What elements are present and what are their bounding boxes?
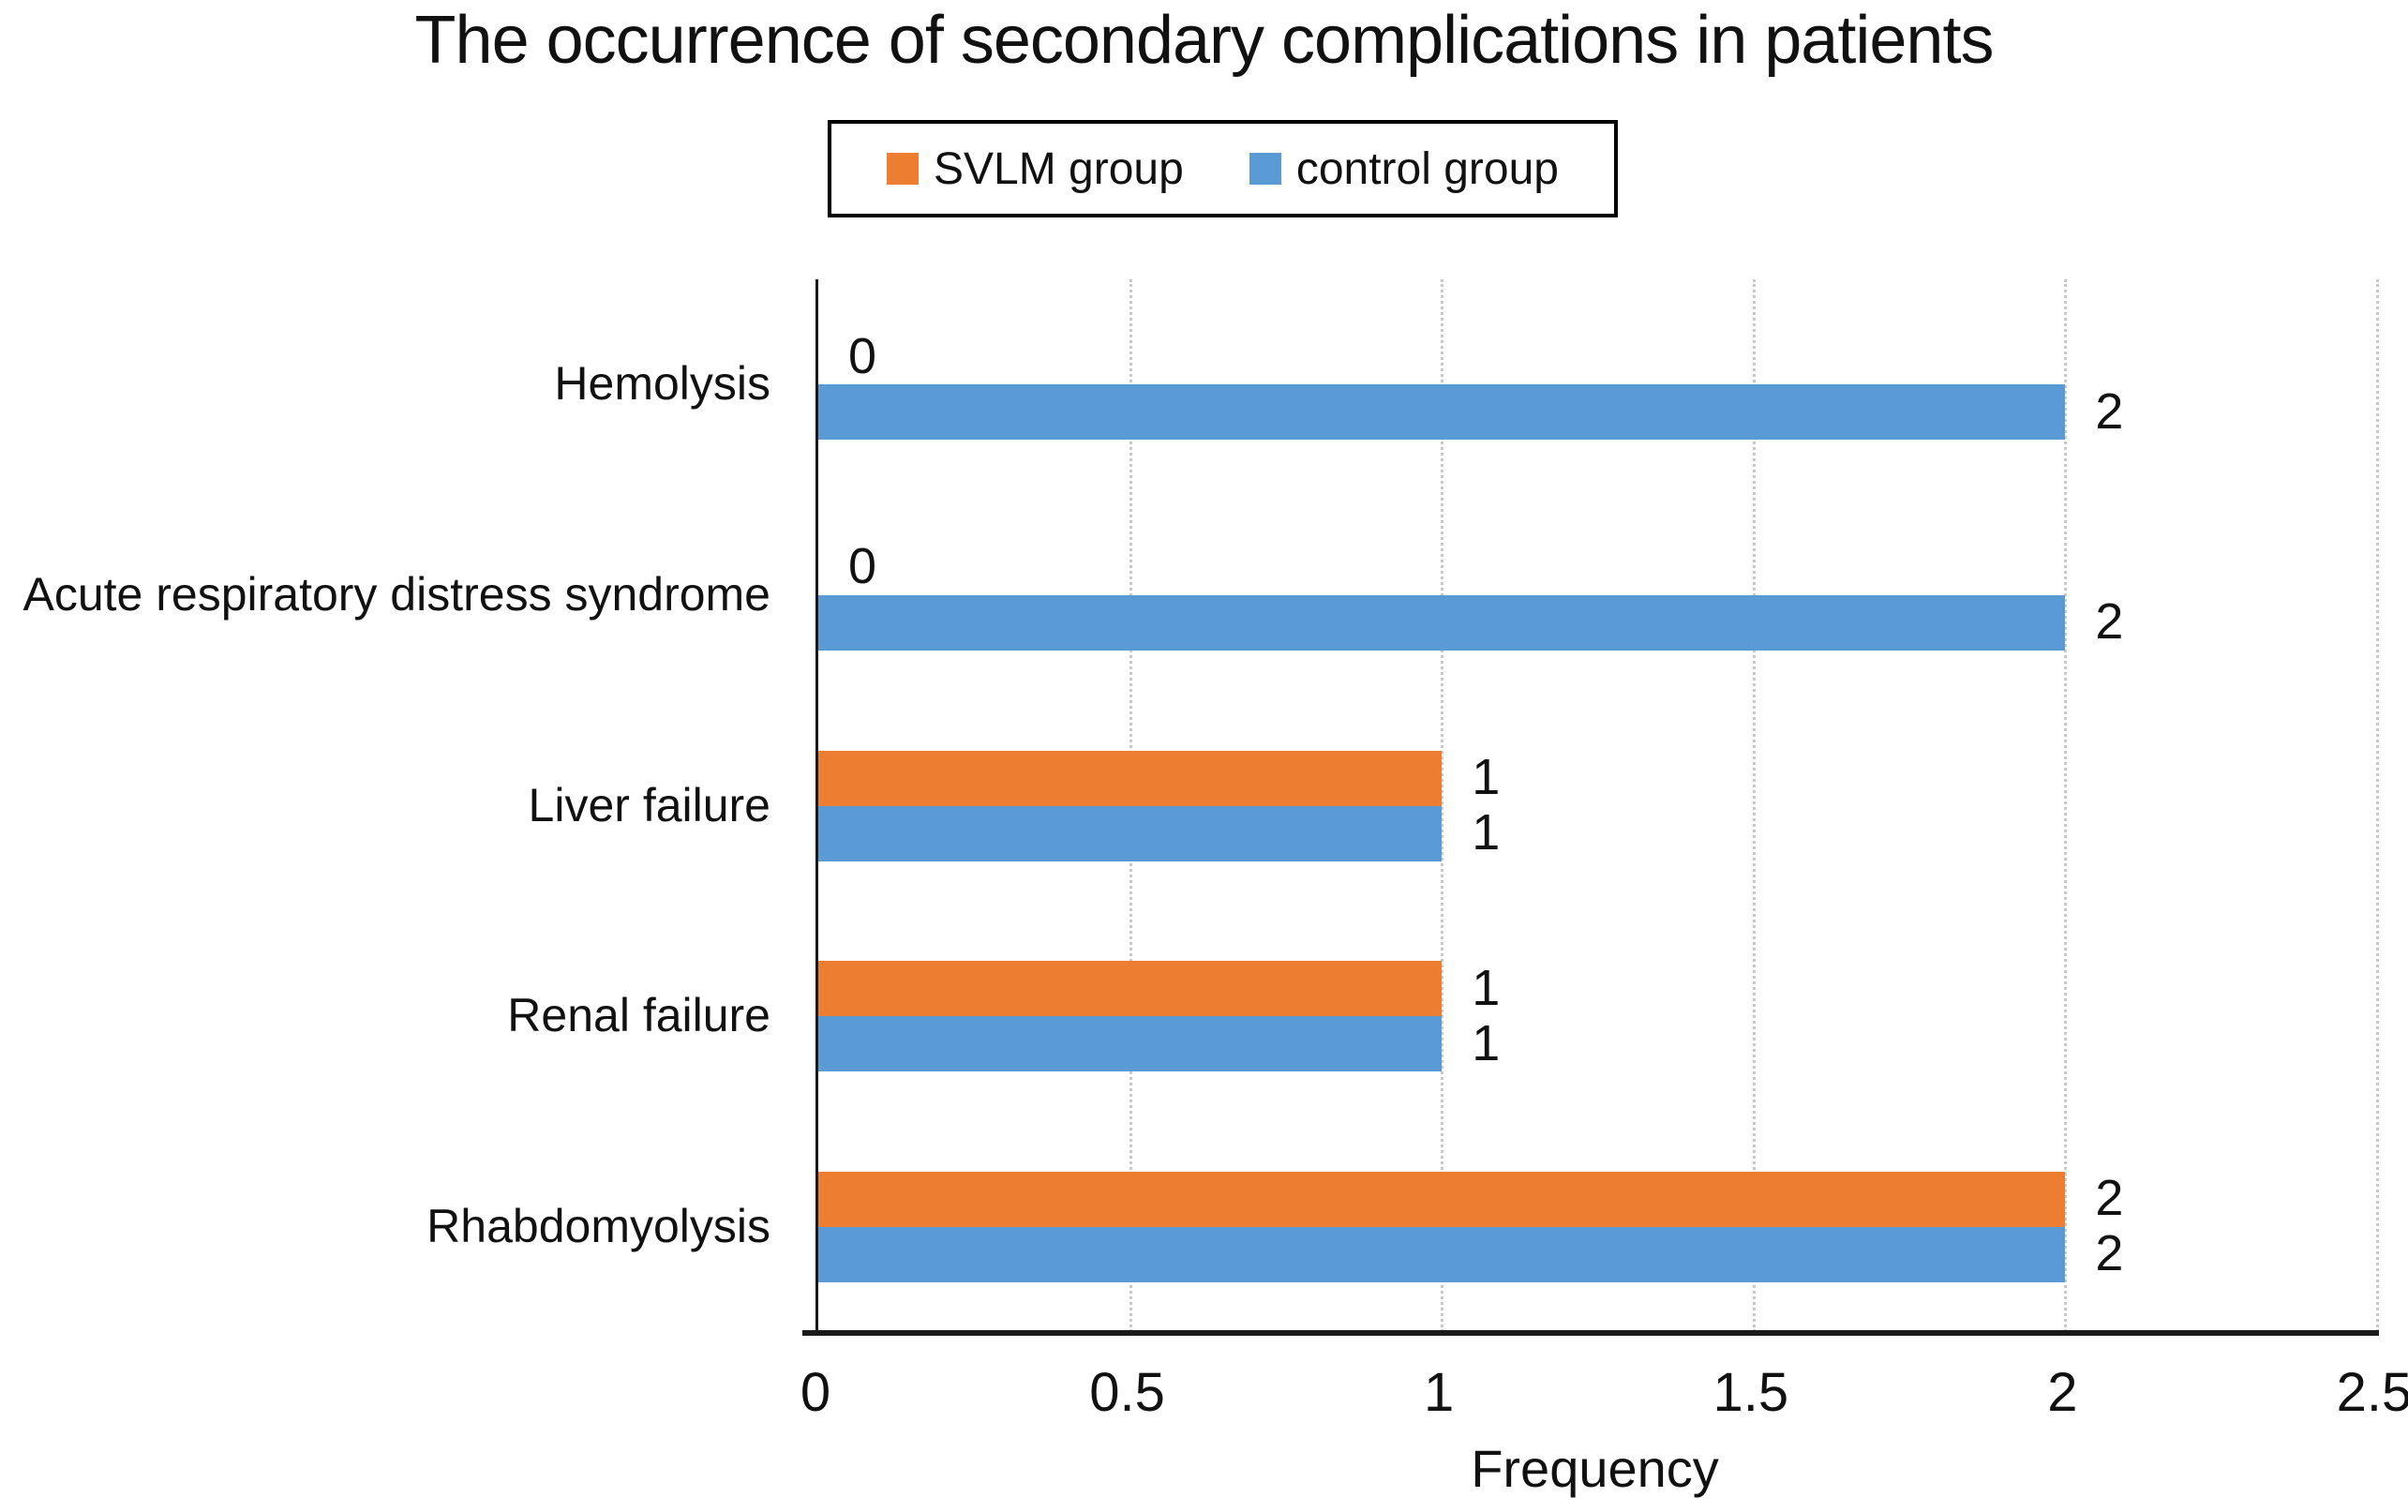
legend: SVLM group control group	[828, 120, 1618, 217]
bar-value-label: 1	[1472, 1014, 1501, 1071]
bar-value-label: 1	[1472, 748, 1501, 805]
category-label-3: Renal failure	[507, 988, 770, 1041]
bar-value-label: 1	[1472, 803, 1501, 861]
bar-value-label: 2	[2095, 1224, 2124, 1281]
category-label-2: Liver failure	[528, 778, 770, 831]
x-tick-label-1: 1	[1424, 1362, 1455, 1423]
gridline-x-1	[1441, 279, 1444, 1332]
bar-control-group-0	[818, 384, 2066, 441]
legend-label-control-group: control group	[1295, 143, 1559, 194]
x-tick-label-0: 0	[800, 1362, 831, 1423]
chart-title: The occurrence of secondary complication…	[414, 3, 1995, 78]
bar-value-label: 2	[2095, 593, 2124, 651]
bar-value-label: 1	[1472, 959, 1501, 1016]
bar-value-label: 0	[848, 538, 877, 595]
gridline-x-1.5	[1752, 279, 1756, 1332]
x-tick-label-2: 2	[2047, 1362, 2078, 1423]
bar-svlm-group-2	[818, 750, 1443, 806]
bar-control-group-2	[818, 805, 1443, 861]
bar-value-label: 2	[2095, 1169, 2124, 1226]
x-axis-line	[802, 1330, 2379, 1336]
legend-item-svlm-group: SVLM group	[887, 143, 1184, 195]
legend-label-svlm-group: SVLM group	[934, 143, 1184, 194]
x-tick-label-0.5: 0.5	[1089, 1362, 1165, 1423]
category-label-1: Acute respiratory distress syndrome	[22, 567, 770, 621]
bar-control-group-1	[818, 594, 2066, 651]
x-tick-label-2.5: 2.5	[2336, 1362, 2408, 1423]
bar-svlm-group-4	[818, 1171, 2066, 1227]
gridline-x-2	[2064, 279, 2068, 1332]
bar-control-group-3	[818, 1016, 1443, 1072]
x-axis-title: Frequency	[1471, 1439, 1719, 1498]
category-label-4: Rhabdomyolysis	[426, 1199, 770, 1252]
legend-swatch-svlm-group	[887, 153, 919, 185]
legend-item-control-group: control group	[1249, 143, 1559, 195]
bar-control-group-4	[818, 1226, 2066, 1282]
bar-value-label: 0	[848, 327, 877, 384]
gridline-x-2.5	[2376, 279, 2379, 1332]
bar-value-label: 2	[2095, 382, 2124, 440]
legend-swatch-control-group	[1249, 153, 1281, 185]
x-tick-label-1.5: 1.5	[1713, 1362, 1789, 1423]
bar-svlm-group-3	[818, 961, 1443, 1017]
category-label-0: Hemolysis	[554, 357, 770, 411]
